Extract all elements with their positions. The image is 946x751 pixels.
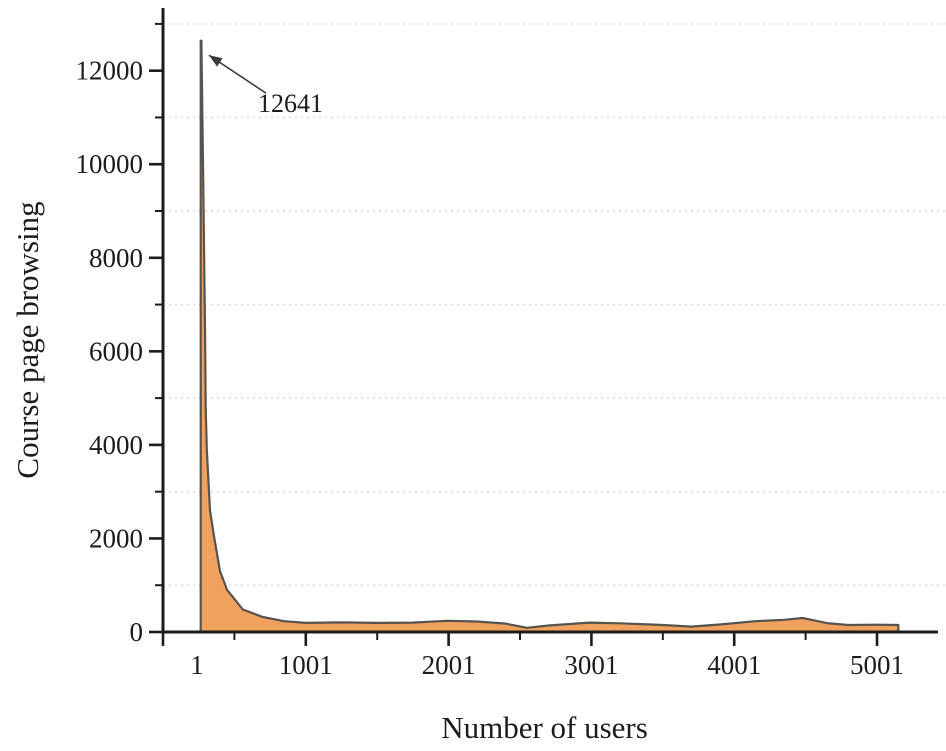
x-tick-label: 1001	[279, 650, 333, 680]
y-axis-title: Course page browsing	[10, 201, 45, 478]
axis-tick-labels: 1 1001 2001 3001 4001 5001 0 2000 4000 6000 8000 10…	[76, 56, 905, 680]
x-tick-label: 2001	[422, 650, 476, 680]
annotation-arrowhead-icon	[208, 55, 223, 67]
y-tick-label: 0	[130, 617, 144, 647]
horizontal-gridlines	[163, 23, 946, 586]
x-tick-label: 1	[190, 650, 204, 680]
y-tick-label: 6000	[89, 336, 143, 366]
y-tick-label: 2000	[89, 523, 143, 553]
x-tick-label: 3001	[564, 650, 618, 680]
x-tick-label: 5001	[850, 650, 904, 680]
y-tick-label: 12000	[76, 56, 144, 86]
peak-annotation: 12641	[208, 54, 323, 118]
annotation-value-label: 12641	[258, 89, 323, 118]
axes	[161, 8, 938, 634]
x-axis-title: Number of users	[441, 710, 648, 745]
y-tick-label: 10000	[76, 149, 144, 179]
area-series	[199, 39, 900, 632]
area-fill	[200, 40, 899, 632]
axis-ticks	[149, 22, 879, 646]
area-outline	[199, 39, 900, 632]
x-tick-label: 4001	[707, 650, 761, 680]
y-tick-label: 8000	[89, 243, 143, 273]
y-tick-label: 4000	[89, 430, 143, 460]
